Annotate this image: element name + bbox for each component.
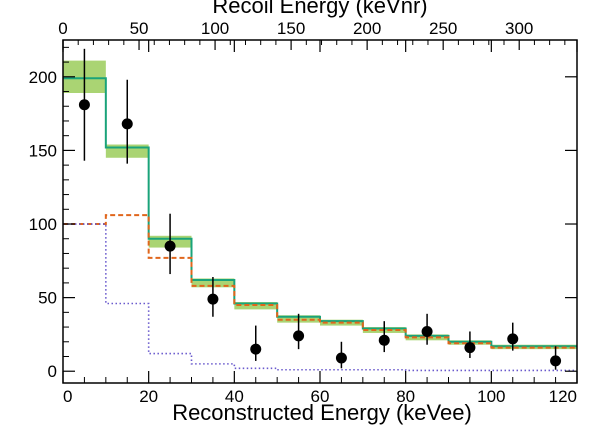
model-curves xyxy=(63,77,577,372)
x-tick-label: 0 xyxy=(63,387,72,406)
data-point xyxy=(250,343,262,355)
x-tick-label: 80 xyxy=(396,387,415,406)
data-point xyxy=(293,330,305,342)
x-tick-label: 100 xyxy=(477,387,505,406)
data-point xyxy=(378,334,390,346)
x-axis-title: Reconstructed Energy (keVee) xyxy=(172,400,472,425)
data-point xyxy=(421,325,433,337)
x2-tick-label: 50 xyxy=(130,19,149,38)
y-tick-label: 150 xyxy=(29,141,57,160)
data-point xyxy=(207,293,219,305)
data-point xyxy=(121,118,133,130)
axis-ticks xyxy=(62,40,578,383)
x2-axis-title: Recoil Energy (keVnr) xyxy=(212,0,427,18)
y-tick-label: 200 xyxy=(29,68,57,87)
x-tick-label: 40 xyxy=(225,387,244,406)
data-point xyxy=(78,99,90,111)
y-tick-label: 0 xyxy=(48,362,57,381)
dashed-component-line xyxy=(63,214,577,349)
data-point xyxy=(507,333,519,345)
data-point xyxy=(464,342,476,354)
x-tick-label: 60 xyxy=(311,387,330,406)
x2-tick-label: 300 xyxy=(505,19,533,38)
x-tick-label: 20 xyxy=(139,387,158,406)
y-tick-label: 50 xyxy=(38,289,57,308)
data-point xyxy=(335,352,347,364)
data-points xyxy=(78,48,562,370)
total-model-line xyxy=(63,77,577,348)
x2-tick-label: 0 xyxy=(58,19,67,38)
x2-tick-label: 150 xyxy=(277,19,305,38)
x2-tick-label: 200 xyxy=(353,19,381,38)
tick-labels: 0 20 40 60 80 100 120 0 50 100 150 200 0 50 100 150 200 2… xyxy=(29,19,577,406)
dotted-component-line xyxy=(63,223,577,372)
y-tick-label: 100 xyxy=(29,215,57,234)
data-point xyxy=(164,240,176,252)
x2-tick-label: 100 xyxy=(201,19,229,38)
x2-tick-label: 250 xyxy=(429,19,457,38)
x-tick-label: 120 xyxy=(549,387,577,406)
data-point xyxy=(550,355,562,367)
